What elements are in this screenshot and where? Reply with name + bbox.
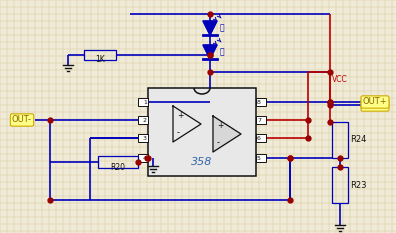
Text: 7: 7: [257, 117, 261, 123]
Text: 红: 红: [220, 24, 225, 32]
Text: +: +: [217, 120, 223, 130]
Bar: [256, 154, 266, 162]
Bar: [138, 116, 148, 124]
Text: 8: 8: [257, 99, 261, 104]
Text: OUT+: OUT+: [363, 100, 387, 110]
Polygon shape: [213, 116, 241, 152]
Text: -: -: [217, 138, 220, 147]
Text: 5: 5: [257, 155, 261, 161]
Bar: [256, 116, 266, 124]
Text: 4: 4: [143, 155, 147, 161]
Text: 绿: 绿: [220, 48, 225, 56]
Bar: [332, 122, 348, 158]
Bar: [138, 134, 148, 142]
Text: R20: R20: [110, 163, 126, 172]
Text: 358: 358: [191, 157, 213, 167]
Bar: [138, 154, 148, 162]
Bar: [256, 134, 266, 142]
Bar: [332, 167, 348, 203]
Bar: [84, 50, 116, 60]
Text: -: -: [177, 129, 180, 137]
Text: R23: R23: [350, 181, 367, 189]
Text: +: +: [177, 110, 183, 120]
Text: 6: 6: [257, 136, 261, 140]
Polygon shape: [203, 45, 217, 59]
Bar: [256, 98, 266, 106]
Text: VCC: VCC: [332, 75, 348, 84]
Text: 1: 1: [143, 99, 147, 104]
Text: R24: R24: [350, 136, 366, 144]
Bar: [138, 98, 148, 106]
Text: 2: 2: [143, 117, 147, 123]
Text: 1K: 1K: [95, 55, 105, 64]
Text: OUT-: OUT-: [12, 116, 32, 124]
Polygon shape: [203, 21, 217, 35]
Text: 3: 3: [143, 136, 147, 140]
Bar: [98, 156, 138, 168]
FancyBboxPatch shape: [148, 88, 256, 176]
Text: OUT+: OUT+: [363, 97, 387, 106]
